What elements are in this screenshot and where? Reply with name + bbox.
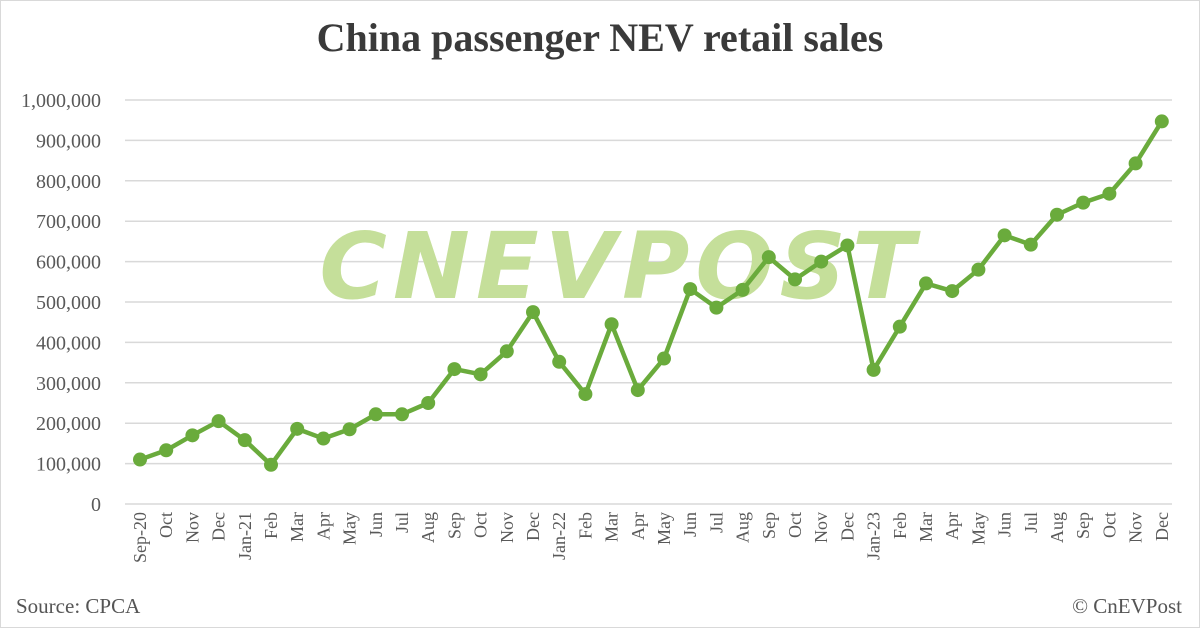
data-point: [237, 433, 252, 448]
x-tick-label: Feb: [575, 512, 595, 539]
data-point: [447, 362, 462, 377]
x-tick-label: Oct: [785, 512, 805, 538]
data-point: [604, 317, 619, 332]
x-tick-label: Dec: [1152, 512, 1172, 541]
x-tick-label: Jul: [1021, 512, 1041, 533]
y-tick-label: 200,000: [36, 413, 101, 435]
y-tick-label: 400,000: [36, 332, 101, 354]
data-point: [761, 250, 776, 265]
x-tick-label: Feb: [261, 512, 281, 539]
y-tick-label: 0: [91, 494, 101, 516]
data-point: [945, 284, 960, 299]
data-point: [630, 383, 645, 398]
data-point: [368, 407, 383, 422]
y-tick-label: 700,000: [36, 211, 101, 233]
data-point: [814, 254, 829, 269]
data-point: [735, 282, 750, 297]
x-tick-label: Apr: [628, 512, 648, 540]
data-point: [971, 262, 986, 277]
x-tick-label: Nov: [1126, 512, 1146, 543]
y-tick-label: 600,000: [36, 252, 101, 274]
data-point: [499, 344, 514, 359]
x-tick-label: Jul: [706, 512, 726, 533]
data-point: [1154, 114, 1169, 129]
data-point: [421, 396, 436, 410]
data-point: [709, 300, 724, 315]
x-tick-label: Oct: [1099, 512, 1119, 538]
x-tick-label: Dec: [209, 512, 229, 541]
x-tick-label: Jun: [680, 512, 700, 537]
data-point: [788, 272, 802, 287]
x-tick-label: Oct: [156, 512, 176, 538]
x-tick-label: Jan-23: [864, 512, 884, 560]
data-point: [133, 452, 147, 467]
x-tick-label: Jun: [995, 512, 1015, 537]
data-point: [1050, 207, 1064, 222]
x-tick-label: Jul: [392, 512, 412, 533]
x-tick-label: Mar: [287, 512, 307, 542]
x-tick-label: Dec: [523, 512, 543, 541]
data-point: [1102, 186, 1117, 201]
x-tick-label: Nov: [811, 512, 831, 543]
x-tick-label: May: [654, 512, 674, 545]
data-point: [1128, 156, 1143, 171]
data-point: [473, 367, 488, 382]
x-tick-label: Mar: [916, 512, 936, 542]
data-point: [919, 276, 933, 291]
y-tick-label: 900,000: [36, 130, 101, 152]
data-point: [683, 282, 698, 297]
data-point: [211, 414, 226, 429]
copyright-credit: © CnEVPost: [1072, 594, 1182, 618]
x-tick-label: Aug: [418, 512, 438, 543]
data-point: [997, 228, 1012, 243]
x-tick-label: Sep: [759, 512, 779, 539]
data-point: [159, 443, 174, 458]
x-tick-label: Dec: [837, 512, 857, 541]
data-point: [342, 422, 357, 437]
data-point: [657, 351, 671, 366]
source-note: Source: CPCA: [16, 594, 141, 618]
data-point: [526, 305, 540, 320]
data-point: [552, 354, 567, 369]
x-tick-label: Apr: [313, 512, 333, 540]
x-tick-label: Nov: [182, 512, 202, 543]
x-tick-label: Sep-20: [130, 512, 150, 563]
chart-title: China passenger NEV retail sales: [316, 15, 884, 60]
data-point: [578, 387, 593, 402]
y-tick-label: 100,000: [36, 454, 101, 476]
watermark-logo: CNEVPOST: [319, 213, 920, 320]
x-tick-label: Mar: [602, 512, 622, 542]
y-tick-label: 800,000: [36, 171, 101, 193]
data-point: [264, 457, 278, 472]
x-tick-label: Jan-21: [235, 512, 255, 560]
x-tick-label: Apr: [942, 512, 962, 540]
x-tick-label: Feb: [890, 512, 910, 539]
y-tick-label: 1,000,000: [21, 90, 101, 112]
x-tick-label: Jun: [366, 512, 386, 537]
x-tick-label: Jan-22: [549, 512, 569, 560]
data-point: [185, 428, 200, 443]
y-tick-label: 300,000: [36, 373, 101, 395]
x-tick-label: May: [340, 512, 360, 545]
series-line: [139, 120, 1164, 468]
data-point: [290, 421, 305, 436]
data-point: [1023, 237, 1038, 252]
x-tick-label: Aug: [733, 512, 753, 543]
x-tick-label: Nov: [497, 512, 517, 543]
x-tick-label: Oct: [471, 512, 491, 538]
data-point: [1076, 195, 1091, 210]
data-point: [395, 407, 409, 422]
data-point: [840, 238, 855, 253]
data-point: [316, 431, 331, 446]
x-tick-label: Aug: [1047, 512, 1067, 543]
x-tick-label: Sep: [444, 512, 464, 539]
y-tick-label: 500,000: [36, 292, 101, 314]
x-tick-label: Sep: [1073, 512, 1093, 539]
data-point: [892, 319, 907, 334]
data-point: [866, 362, 881, 377]
x-tick-label: May: [968, 512, 988, 545]
